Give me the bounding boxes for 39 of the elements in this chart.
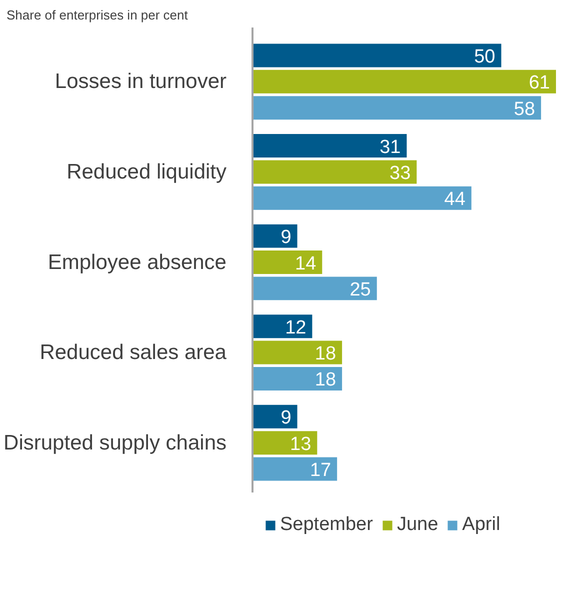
legend-label: September	[280, 514, 373, 536]
bar	[252, 431, 318, 455]
data-label: 13	[290, 434, 312, 455]
bar	[252, 44, 502, 68]
y-tick-label: Losses in turnover	[54, 70, 227, 94]
bar	[252, 314, 312, 338]
bar	[252, 250, 322, 274]
data-label: 25	[350, 279, 371, 300]
text: Share of enterprises in per cent	[6, 8, 188, 22]
data-label: 12	[285, 317, 306, 338]
data-label: 58	[514, 98, 536, 120]
data-label: 18	[314, 344, 336, 365]
legend-label: April	[462, 514, 500, 536]
bar	[252, 276, 377, 300]
bar	[252, 457, 338, 481]
bar	[252, 404, 298, 428]
bar	[252, 134, 407, 158]
bar	[252, 366, 342, 390]
y-tick-label: Employee absence	[48, 250, 227, 274]
data-label: 14	[295, 253, 317, 274]
bar	[252, 340, 342, 364]
data-label: 9	[280, 227, 292, 248]
bar	[252, 96, 542, 120]
data-label: 44	[444, 189, 466, 210]
y-tick-label: Reduced sales area	[40, 341, 227, 364]
bar	[252, 70, 556, 94]
data-label: 31	[380, 136, 401, 158]
bar	[252, 224, 298, 248]
bar	[252, 160, 417, 184]
data-label: 9	[280, 408, 292, 429]
y-tick-label: Reduced liquidity	[66, 160, 227, 184]
data-label: 17	[310, 460, 332, 482]
data-label: 50	[474, 46, 496, 68]
data-label: 61	[528, 72, 550, 94]
y-tick-label: Disrupted supply chains	[4, 431, 226, 454]
data-label: 33	[390, 162, 411, 184]
legend-label: June	[396, 514, 438, 536]
data-label: 18	[314, 370, 336, 391]
bar	[252, 186, 472, 210]
